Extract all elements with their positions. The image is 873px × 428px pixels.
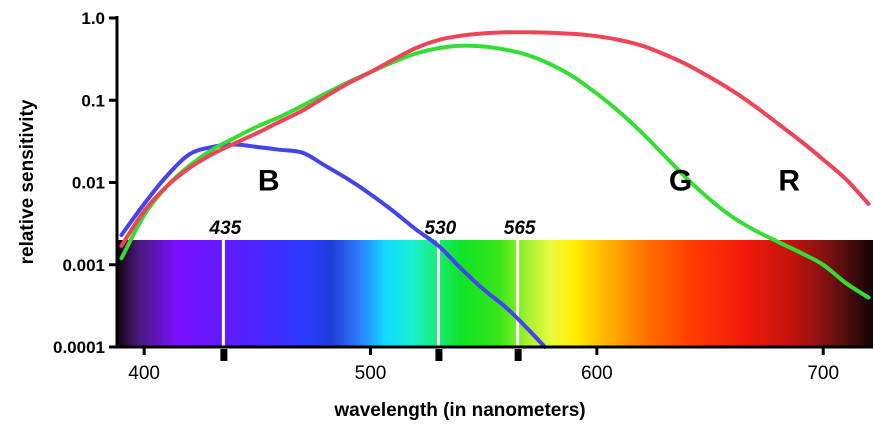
curve-label-b: B xyxy=(258,164,280,197)
peak-marker-label: 565 xyxy=(504,218,536,239)
y-tick-label: 1.0 xyxy=(81,9,105,28)
curve-g xyxy=(119,43,871,300)
peak-marker-lines xyxy=(220,239,522,361)
x-tick-label: 400 xyxy=(128,363,160,384)
y-tick-label: 0.0001 xyxy=(53,338,105,357)
x-tick-label: 700 xyxy=(807,363,839,384)
y-axis-ticks: 1.0 0.1 0.01 0.001 0.0001 xyxy=(53,9,117,357)
curve-r xyxy=(119,30,871,248)
curve-label-r: R xyxy=(778,164,800,197)
peak-marker-labels: 435 530 565 xyxy=(209,218,536,239)
y-tick-label: 0.01 xyxy=(72,174,105,193)
x-axis-ticks: 400 500 600 700 xyxy=(128,347,839,384)
curve-label-g: G xyxy=(669,164,692,197)
curve-b xyxy=(119,142,547,349)
y-tick-label: 0.1 xyxy=(81,91,105,110)
x-tick-label: 500 xyxy=(355,363,387,384)
x-axis-title: wavelength (in nanometers) xyxy=(333,400,585,421)
peak-marker-label: 530 xyxy=(425,218,457,239)
peak-marker-tick xyxy=(435,349,443,361)
x-tick-label: 600 xyxy=(581,363,613,384)
visible-spectrum-band xyxy=(117,239,873,347)
sensitivity-curves xyxy=(119,30,871,349)
peak-marker-label: 435 xyxy=(209,218,242,239)
y-axis-title: relative sensitivity xyxy=(17,99,38,264)
peak-marker-tick xyxy=(220,349,228,361)
y-tick-label: 0.001 xyxy=(62,256,105,275)
peak-marker-tick xyxy=(514,349,522,361)
